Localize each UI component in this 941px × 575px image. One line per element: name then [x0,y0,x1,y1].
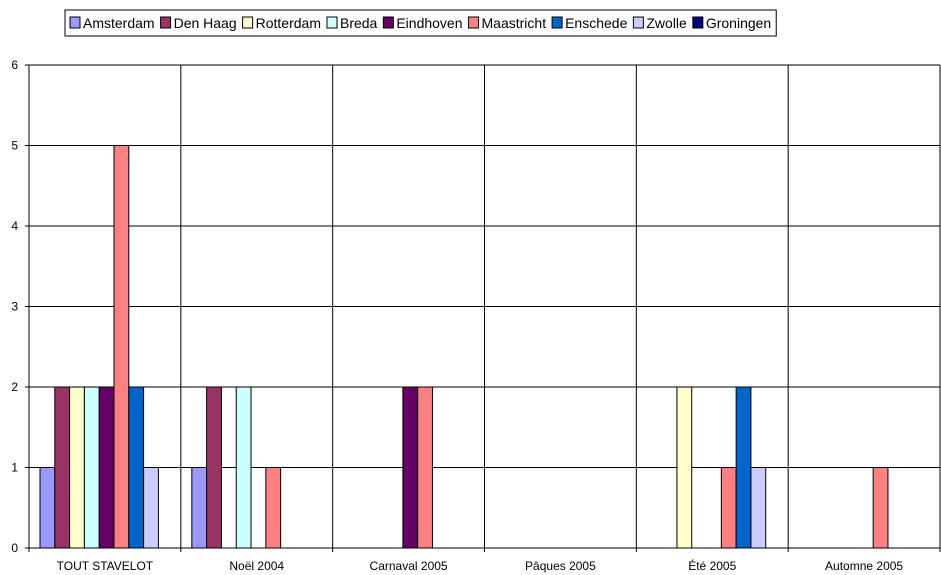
y-tick-labels: 0 1 2 3 4 5 6 [11,58,18,555]
legend-swatch [382,16,394,29]
x-tick-label: Carnaval 2005 [370,559,448,573]
legend-swatch [468,16,480,29]
legend-label: Zwolle [646,15,687,31]
grid [29,64,941,548]
bar-amsterdam-1 [191,467,208,549]
bar-amsterdam-0 [39,467,56,549]
bar-zwolle-0 [143,467,159,549]
legend-label: Amsterdam [83,15,155,31]
legend-label: Enschede [565,15,627,31]
legend: Amsterdam Den Haag Rotterdam Breda Eindhoven… [64,9,777,37]
x-tick-labels: TOUT STAVELOT Noël 2004 Carnaval 2005 Pâque… [57,558,904,573]
y-tick-label: 3 [11,300,18,314]
x-tick-label: Pâques 2005 [525,559,596,573]
bar-maastricht-5 [872,467,889,549]
bar-enschede-0 [128,386,145,549]
legend-swatch [632,16,644,29]
bar-den-haag-0 [54,386,71,549]
legend-swatch [69,16,81,29]
legend-label: Breda [340,15,378,31]
axes [25,64,941,552]
x-tick-label: Automne 2005 [825,559,903,573]
bar-rotterdam-4 [676,386,693,549]
bar-enschede-4 [735,386,752,549]
legend-label: Rotterdam [256,15,321,31]
x-tick-label: Été 2005 [688,558,736,573]
legend-box [64,9,777,37]
bar-den-haag-1 [206,386,222,549]
legend-label: Den Haag [174,15,237,31]
y-tick-label: 5 [11,139,18,153]
bar-maastricht-4 [720,467,737,549]
bar-eindhoven-0 [98,386,115,549]
bar-maastricht-0 [113,145,130,549]
legend-swatch [326,16,338,29]
bars [39,145,889,549]
legend-swatch [160,16,172,29]
legend-swatch [551,16,563,29]
y-tick-label: 4 [11,219,18,233]
legend-label: Groningen [706,15,771,31]
legend-swatch [242,16,254,29]
bar-breda-0 [83,386,100,549]
y-tick-label: 0 [11,541,18,555]
bar-rotterdam-0 [69,386,85,549]
bar-eindhoven-2 [402,386,419,549]
x-tick-label: Noël 2004 [229,559,284,573]
bar-zwolle-4 [750,467,767,549]
bar-breda-1 [235,386,252,549]
y-tick-label: 6 [11,58,18,72]
legend-label: Maastricht [482,15,547,31]
legend-label: Eindhoven [396,15,462,31]
y-tick-label: 2 [11,380,18,394]
bar-maastricht-1 [265,467,282,549]
bar-maastricht-2 [417,386,433,549]
x-tick-label: TOUT STAVELOT [57,559,154,573]
y-tick-label: 1 [11,461,18,475]
legend-swatch [692,16,704,29]
